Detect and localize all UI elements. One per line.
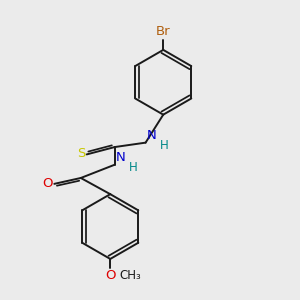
Text: H: H [160, 139, 169, 152]
Text: Br: Br [156, 25, 171, 38]
Text: CH₃: CH₃ [120, 269, 141, 282]
Text: H: H [129, 161, 138, 174]
Text: O: O [105, 269, 116, 282]
Text: N: N [116, 151, 126, 164]
Text: O: O [42, 177, 53, 190]
Text: N: N [147, 129, 157, 142]
Text: S: S [77, 147, 85, 160]
